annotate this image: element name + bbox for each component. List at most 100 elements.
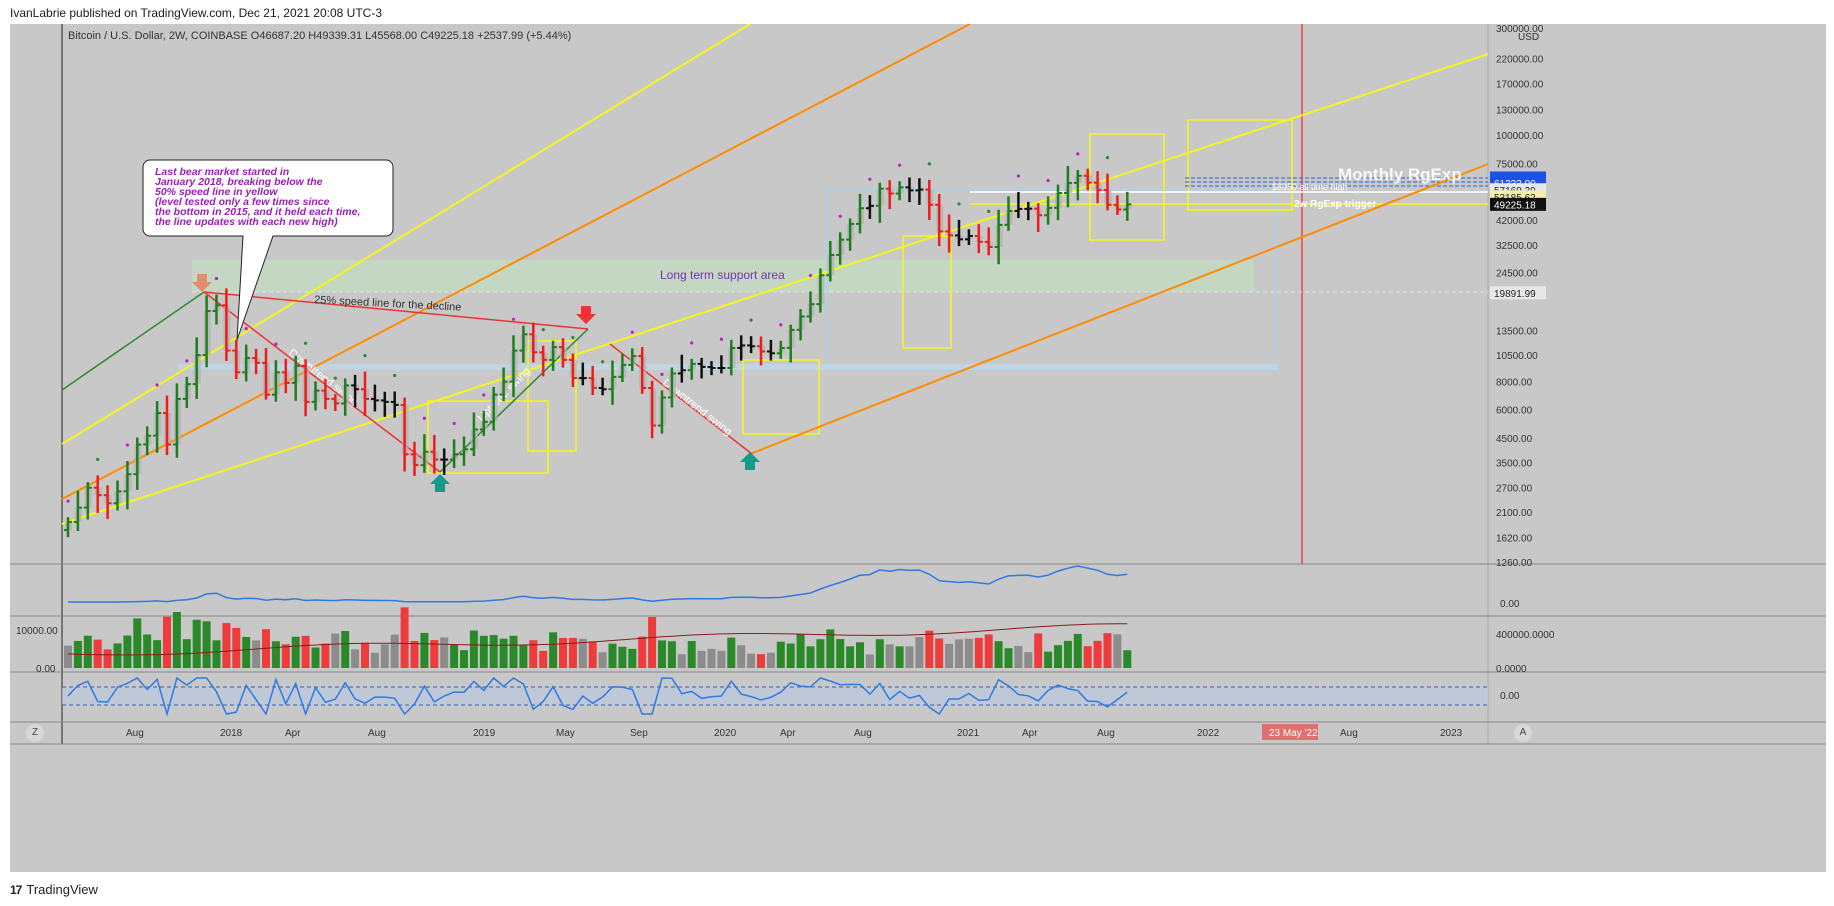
oscillator-tick: 0.00 xyxy=(1500,691,1520,702)
speed-line-decline xyxy=(203,291,589,330)
volume-bar xyxy=(143,634,152,668)
signal-dot xyxy=(125,443,129,447)
volume-bar xyxy=(420,632,429,668)
price-tick: 6000.00 xyxy=(1496,406,1533,417)
price-tick: 2700.00 xyxy=(1496,484,1533,495)
candle-series xyxy=(64,152,1132,538)
date-marker-tag xyxy=(1262,724,1318,740)
time-tick: Aug xyxy=(1097,728,1115,739)
volume-bar xyxy=(935,638,944,668)
auto-scale-button[interactable]: A xyxy=(1514,724,1532,742)
time-tick: Aug xyxy=(126,728,144,739)
date-marker-label: 23 May '22 xyxy=(1269,728,1318,739)
volume-bar xyxy=(816,639,825,668)
volume-bar xyxy=(1083,646,1092,668)
signal-dot xyxy=(333,376,337,380)
volume-bar xyxy=(806,646,815,668)
signal-dot xyxy=(719,337,724,341)
signal-dot xyxy=(1076,152,1080,156)
speed-line-yellow-lower xyxy=(61,53,1489,525)
volume-bar xyxy=(539,650,548,668)
signal-dot xyxy=(363,354,367,358)
signal-dot xyxy=(898,163,902,167)
volume-bar xyxy=(113,643,122,668)
volume-bar xyxy=(361,642,369,668)
signal-dot xyxy=(304,341,308,345)
volume-bar xyxy=(64,645,72,668)
volume-bar xyxy=(509,635,518,668)
signal-dot xyxy=(749,318,753,322)
price-tick: 1260.00 xyxy=(1496,558,1533,569)
volume-bar xyxy=(658,640,666,668)
volume-bar xyxy=(865,654,874,668)
signal-dot xyxy=(1046,178,1050,183)
price-tags: 64500.0062916.5061333.0057169.3953185.62… xyxy=(1490,171,1546,300)
volume-bar xyxy=(628,648,637,668)
arrow-up-icon xyxy=(740,452,760,470)
volume-bar xyxy=(796,634,805,668)
price-unit: USD xyxy=(1518,32,1539,43)
time-tick: 2021 xyxy=(957,728,980,739)
price-tick: 75000.00 xyxy=(1496,159,1538,170)
signal-dot xyxy=(66,499,70,503)
volume-bar xyxy=(697,650,706,668)
signal-dot xyxy=(987,209,991,213)
time-tick: Aug xyxy=(1340,728,1358,739)
volume-bar xyxy=(1123,650,1132,668)
callout-text-line: January 2018, breaking below the xyxy=(155,176,323,188)
volume-bar xyxy=(83,635,92,668)
volume-bar xyxy=(747,653,756,668)
speed-line-orange-upper xyxy=(61,24,971,500)
volume-bar xyxy=(400,607,409,668)
volume-bar xyxy=(766,652,775,668)
volume-bar xyxy=(737,645,746,668)
signal-dot xyxy=(214,276,219,281)
footer: 17 TradingView xyxy=(10,882,98,897)
volume-bar xyxy=(994,641,1003,668)
signal-dot xyxy=(927,162,931,166)
callout-text-line: Last bear market started in xyxy=(155,166,289,178)
volume-bar xyxy=(529,640,538,668)
volume-bar xyxy=(905,646,914,668)
price-tag xyxy=(1490,197,1546,211)
price-tick: 4500.00 xyxy=(1496,434,1533,445)
trigger-label: 2w RgExp trigger xyxy=(1294,199,1376,210)
volume-tick-right: 400000.0000 xyxy=(1496,630,1555,641)
trend-line-green xyxy=(61,291,205,391)
signal-dot xyxy=(393,373,397,378)
range-band xyxy=(178,364,1278,370)
volume-bar xyxy=(598,652,607,668)
footer-brand: TradingView xyxy=(26,882,98,897)
volume-bar xyxy=(776,641,785,668)
volume-bar xyxy=(192,619,201,668)
volume-bar xyxy=(410,640,419,668)
time-tick: 2018 xyxy=(220,728,243,739)
volume-bar xyxy=(1034,633,1043,668)
speed-line-orange-lower xyxy=(749,163,1489,455)
volume-bar xyxy=(717,650,726,668)
price-tick: 170000.00 xyxy=(1496,79,1544,90)
volume-bar xyxy=(202,621,211,668)
time-tick: Apr xyxy=(285,728,301,739)
volume-tick-left: 10000.00 xyxy=(16,626,58,637)
volume-bar xyxy=(757,654,765,668)
volume-tick-left: 0.00 xyxy=(36,664,56,675)
volume-bar xyxy=(242,636,251,668)
volume-bar xyxy=(578,638,587,668)
volume-bar xyxy=(667,641,676,668)
price-tick: 100000.00 xyxy=(1496,131,1544,142)
volume-bar xyxy=(440,637,449,668)
volume-bar xyxy=(826,629,835,668)
chart-frame[interactable]: Long term support area 25% speed line fo… xyxy=(10,24,1826,872)
signal-dot xyxy=(155,383,159,387)
zoom-button[interactable]: Z xyxy=(26,724,44,742)
arrow-up-icon xyxy=(430,474,450,492)
signal-dot xyxy=(838,214,842,218)
volume-bar xyxy=(677,654,686,668)
volume-bar xyxy=(93,639,102,668)
volume-bar xyxy=(460,650,468,668)
volume-bar xyxy=(846,646,855,668)
signal-dot xyxy=(779,323,783,327)
yellow-box xyxy=(1187,119,1293,211)
volume-bar xyxy=(925,630,934,668)
